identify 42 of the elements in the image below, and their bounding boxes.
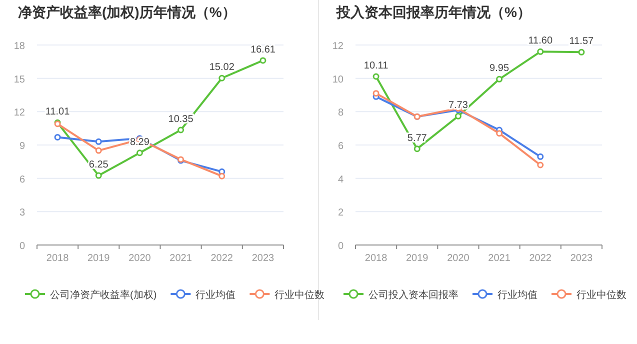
y-tick-label: 12 xyxy=(332,41,344,52)
x-tick-label: 2022 xyxy=(529,253,552,264)
data-label: 16.61 xyxy=(250,44,276,56)
y-tick-label: 15 xyxy=(14,74,26,86)
y-tick-label: 6 xyxy=(338,141,344,152)
legend-label: 公司净资产收益率(加权) xyxy=(50,289,157,301)
x-tick-label: 2022 xyxy=(210,253,234,264)
y-tick-label: 6 xyxy=(19,174,26,186)
data-label: 11.01 xyxy=(45,106,70,118)
legend-label: 行业中位数 xyxy=(576,289,626,301)
data-label: 7.73 xyxy=(448,100,468,112)
y-tick-label: 9 xyxy=(19,141,26,152)
data-label: 11.60 xyxy=(528,36,553,47)
y-tick-label: 10 xyxy=(332,74,344,86)
legend-label: 行业均值 xyxy=(498,289,538,301)
y-tick-label: 8 xyxy=(338,108,344,119)
x-tick-label: 2018 xyxy=(46,253,70,264)
x-tick-label: 2019 xyxy=(88,253,110,264)
y-tick-label: 2 xyxy=(338,208,344,219)
data-label: 11.57 xyxy=(569,36,594,48)
x-tick-label: 2023 xyxy=(570,253,594,264)
legend-label: 行业均值 xyxy=(196,289,236,301)
x-tick-label: 2020 xyxy=(447,253,470,264)
legend-label: 行业中位数 xyxy=(274,289,325,301)
chart-title: 净资产收益率(加权)历年情况（%） xyxy=(18,4,236,20)
legend-label: 公司投入资本回报率 xyxy=(368,289,458,301)
x-tick-label: 2019 xyxy=(406,253,429,264)
x-tick-label: 2020 xyxy=(128,253,152,264)
y-tick-label: 0 xyxy=(19,241,26,252)
x-tick-label: 2021 xyxy=(488,253,511,264)
y-tick-label: 4 xyxy=(338,174,344,186)
y-tick-label: 12 xyxy=(14,108,26,119)
y-tick-label: 18 xyxy=(14,41,26,52)
data-label: 15.02 xyxy=(209,62,235,74)
y-tick-label: 3 xyxy=(19,208,26,219)
chart-title: 投入资本回报率历年情况（%） xyxy=(336,4,531,20)
y-tick-label: 0 xyxy=(338,241,344,252)
data-label: 10.11 xyxy=(364,60,389,72)
data-label: 9.95 xyxy=(490,63,510,74)
x-tick-label: 2018 xyxy=(364,253,388,264)
x-tick-label: 2023 xyxy=(252,253,275,264)
x-tick-label: 2021 xyxy=(170,253,192,264)
